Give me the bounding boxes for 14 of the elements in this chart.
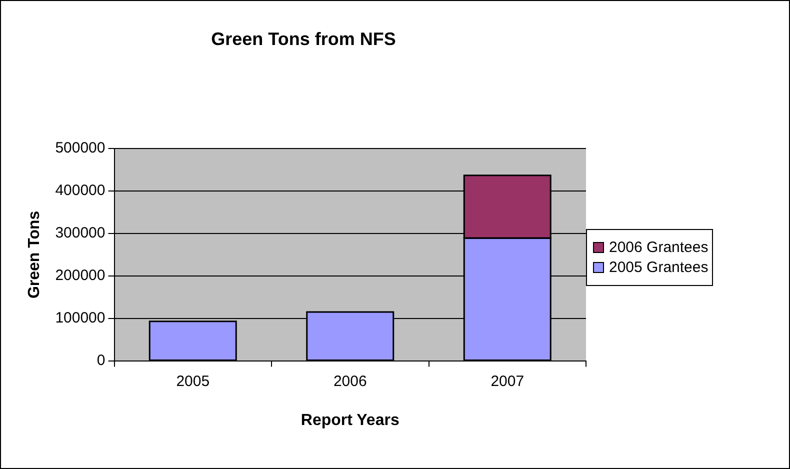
y-axis-title: Green Tons: [26, 210, 44, 299]
x-tick-label: 2007: [490, 372, 524, 390]
y-tick-label: 500000: [55, 140, 106, 157]
legend-label: 2006 Grantees: [609, 239, 708, 256]
y-tick-label: 0: [96, 352, 106, 369]
y-tick-label: 300000: [55, 224, 106, 242]
x-tick-label: 2005: [176, 372, 210, 390]
legend-label: 2005 Grantees: [609, 259, 708, 276]
x-tick-label: 2006: [333, 372, 367, 390]
chart-title: Green Tons from NFS: [211, 28, 396, 49]
x-axis-title: Report Years: [300, 412, 400, 429]
y-tick-label: 100000: [55, 310, 106, 326]
y-tick-label: 200000: [55, 267, 106, 284]
y-tick-label: 400000: [55, 182, 106, 200]
